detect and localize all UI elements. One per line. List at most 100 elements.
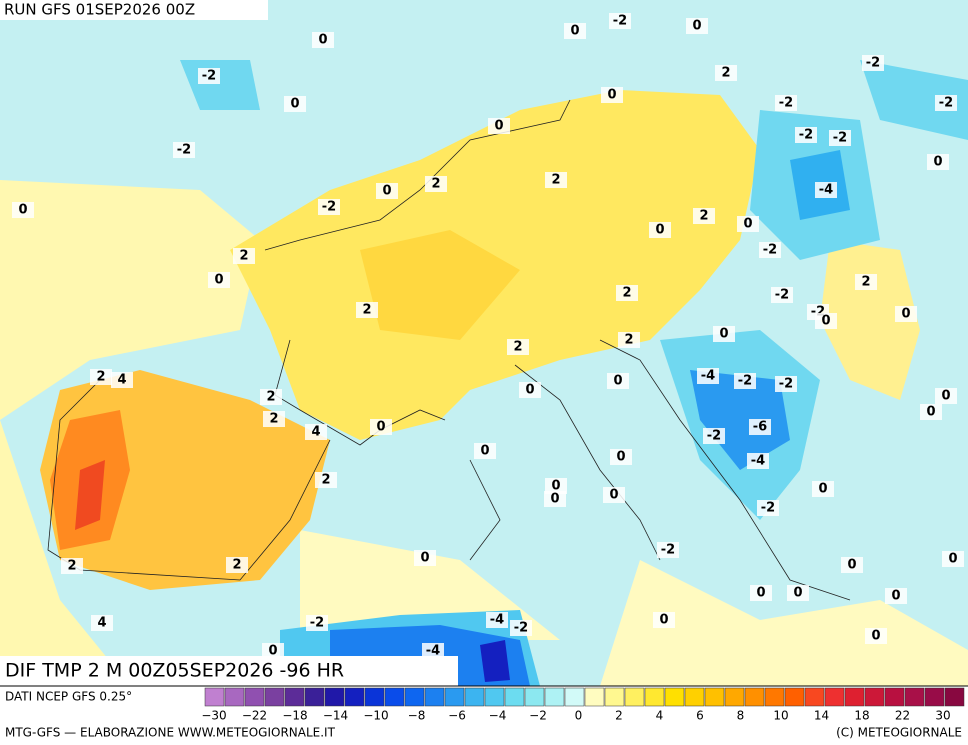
contour-label: 0 [613,374,622,389]
label-bg [356,302,378,318]
color-box [344,687,365,707]
warm-zone [300,530,968,686]
color-box [864,687,885,707]
label-bg [855,274,877,290]
label-bg [734,373,756,389]
colorbar-label: −10 [363,709,388,723]
contour-label: -2 [177,143,191,158]
contour-label: -2 [202,69,216,84]
label-bg [519,382,541,398]
contour-label: 0 [871,629,880,644]
contour-label: -2 [322,200,336,215]
contour-label: 0 [214,273,223,288]
label-bg [759,242,781,258]
label-bg [616,285,638,301]
contour-label: 0 [659,613,668,628]
label-bg [787,585,809,601]
label-bg [564,23,586,39]
label-bg [545,478,567,494]
label-bg [686,18,708,34]
label-bg [862,55,884,71]
contour-label: -2 [761,501,775,516]
contour-label: -2 [833,131,847,146]
colorbar-label: 30 [935,709,950,723]
label-bg [233,248,255,264]
label-bg [260,389,282,405]
label-bg [263,411,285,427]
contour-label: 2 [622,286,631,301]
contour-label: 0 [420,551,429,566]
contour-label: 0 [941,389,950,404]
label-bg [920,404,942,420]
contour-label: 2 [699,209,708,224]
label-bg [885,588,907,604]
contour-label: 0 [268,644,277,659]
color-box [204,687,225,707]
colorbar-label: 4 [656,709,664,723]
contour-label: -2 [310,616,324,631]
label-bg [771,287,793,303]
label-bg [111,372,133,388]
label-bg [486,612,508,628]
color-box [324,687,345,707]
contour-label: 0 [818,482,827,497]
label-bg [610,449,632,465]
contour-label: -4 [701,369,715,384]
colorbar-label: −4 [489,709,507,723]
contour-label: 2 [266,390,275,405]
color-box [804,687,825,707]
contour-label: 0 [793,586,802,601]
contour-label: -4 [751,454,765,469]
contour-label: 0 [376,420,385,435]
color-box [784,687,805,707]
color-box [364,687,385,707]
run-title: RUN GFS 01SEP2026 00Z [4,1,195,19]
color-box [384,687,405,707]
label-bg [815,182,837,198]
colorbar-label: 6 [696,709,704,723]
label-bg [942,551,964,567]
contour-label: 0 [318,33,327,48]
label-bg [697,368,719,384]
contour-label: 0 [655,223,664,238]
run-box [0,0,268,20]
label-bg [315,472,337,488]
color-box [224,687,245,707]
color-box [824,687,845,707]
color-box [304,687,325,707]
color-box [544,687,565,707]
contour-label: 2 [269,412,278,427]
contour-label: 0 [550,492,559,507]
contour-label: 0 [607,88,616,103]
label-bg [312,32,334,48]
contour-label: 0 [382,184,391,199]
contour-label: -2 [661,543,675,558]
colorbar-label: 14 [814,709,829,723]
contour-label: -2 [779,96,793,111]
label-bg [91,615,113,631]
label-bg [544,491,566,507]
color-box [764,687,785,707]
contour-label: -2 [775,288,789,303]
contour-label: 0 [480,444,489,459]
label-bg [603,487,625,503]
contour-label: 4 [311,425,320,440]
colorbar-label: −8 [408,709,426,723]
warm-zone [820,240,920,400]
label-bg [653,612,675,628]
label-bg [12,202,34,218]
label-bg [488,118,510,134]
contour-label: -4 [426,644,440,659]
label-bg [376,183,398,199]
color-box [604,687,625,707]
label-bg [927,154,949,170]
label-bg [198,68,220,84]
contour-label: 0 [290,97,299,112]
colorbar-label: 22 [895,709,910,723]
label-bg [173,142,195,158]
color-box [244,687,265,707]
contour-label: -2 [939,96,953,111]
color-box [284,687,305,707]
colorbar-label: 10 [773,709,788,723]
